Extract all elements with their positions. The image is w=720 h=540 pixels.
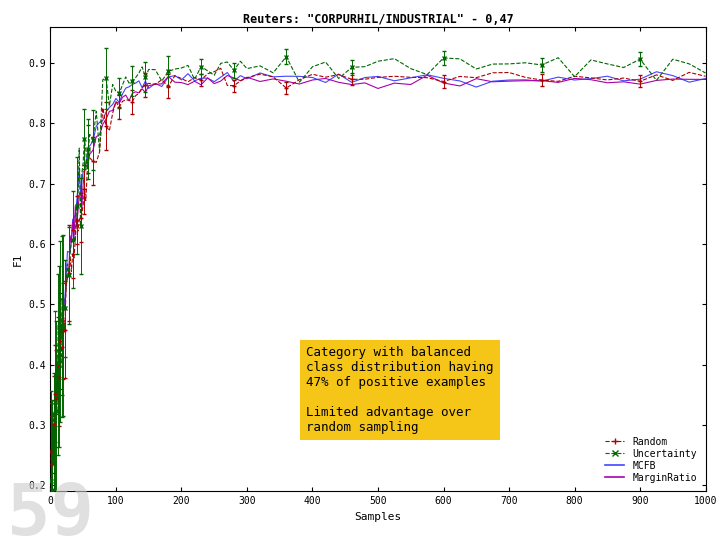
X-axis label: Samples: Samples xyxy=(354,512,402,522)
Text: 59: 59 xyxy=(7,481,94,540)
Title: Reuters: "CORPURHIL/INDUSTRIAL" - 0,47: Reuters: "CORPURHIL/INDUSTRIAL" - 0,47 xyxy=(243,13,513,26)
Y-axis label: F1: F1 xyxy=(12,252,22,266)
Legend: Random, Uncertainty, MCFB, MarginRatio: Random, Uncertainty, MCFB, MarginRatio xyxy=(601,433,701,487)
Text: Category with balanced
class distribution having
47% of positive examples

Limit: Category with balanced class distributio… xyxy=(306,346,493,434)
